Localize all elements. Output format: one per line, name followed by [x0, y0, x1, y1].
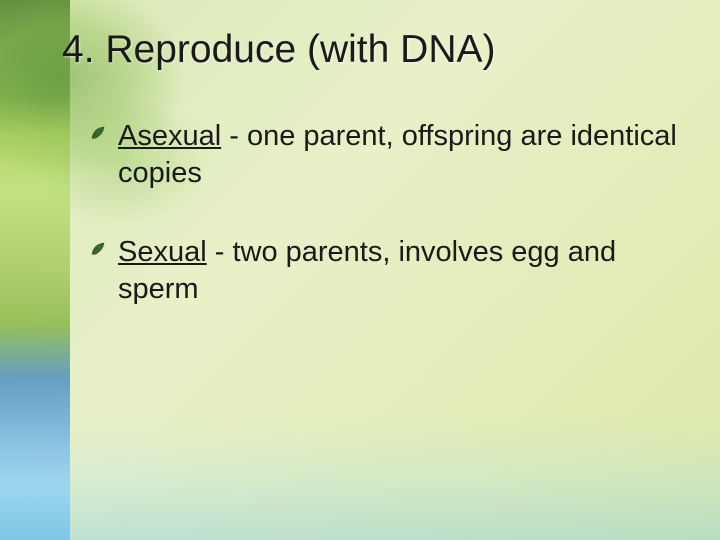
- leaf-bullet-icon: [90, 240, 108, 258]
- leaf-bullet-icon: [90, 124, 108, 142]
- list-item: Asexual - one parent, offspring are iden…: [118, 118, 680, 192]
- bullet-text: Sexual - two parents, involves egg and s…: [118, 234, 680, 308]
- bullet-term: Sexual: [118, 236, 207, 268]
- bullet-term: Asexual: [118, 120, 221, 152]
- bullet-list: Asexual - one parent, offspring are iden…: [62, 118, 680, 308]
- slide-title: 4. Reproduce (with DNA): [62, 28, 680, 72]
- slide-content: 4. Reproduce (with DNA) Asexual - one pa…: [0, 0, 720, 540]
- bullet-text: Asexual - one parent, offspring are iden…: [118, 118, 680, 192]
- list-item: Sexual - two parents, involves egg and s…: [118, 234, 680, 308]
